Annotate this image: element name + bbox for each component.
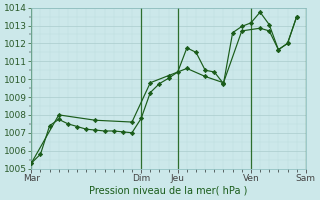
- X-axis label: Pression niveau de la mer( hPa ): Pression niveau de la mer( hPa ): [89, 186, 248, 196]
